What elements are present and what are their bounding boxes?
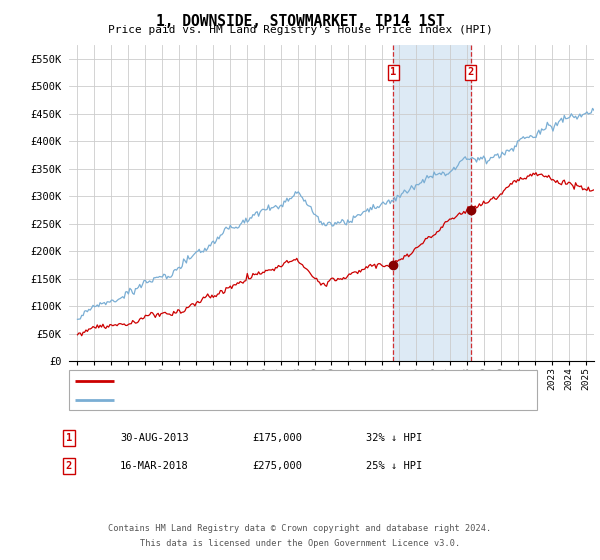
- Text: £275,000: £275,000: [252, 461, 302, 471]
- Text: Price paid vs. HM Land Registry's House Price Index (HPI): Price paid vs. HM Land Registry's House …: [107, 25, 493, 35]
- Text: 30-AUG-2013: 30-AUG-2013: [120, 433, 189, 443]
- Text: £175,000: £175,000: [252, 433, 302, 443]
- Text: 1: 1: [66, 433, 72, 443]
- Text: 1, DOWNSIDE, STOWMARKET, IP14 1ST (detached house): 1, DOWNSIDE, STOWMARKET, IP14 1ST (detac…: [120, 376, 420, 386]
- Text: 2: 2: [66, 461, 72, 471]
- Text: This data is licensed under the Open Government Licence v3.0.: This data is licensed under the Open Gov…: [140, 539, 460, 548]
- Text: 1: 1: [391, 67, 397, 77]
- Text: 32% ↓ HPI: 32% ↓ HPI: [366, 433, 422, 443]
- Text: 25% ↓ HPI: 25% ↓ HPI: [366, 461, 422, 471]
- Bar: [394, 45, 470, 361]
- Text: Contains HM Land Registry data © Crown copyright and database right 2024.: Contains HM Land Registry data © Crown c…: [109, 524, 491, 533]
- Text: HPI: Average price, detached house, Mid Suffolk: HPI: Average price, detached house, Mid …: [120, 395, 402, 405]
- Text: 1, DOWNSIDE, STOWMARKET, IP14 1ST: 1, DOWNSIDE, STOWMARKET, IP14 1ST: [155, 14, 445, 29]
- Text: 2: 2: [467, 67, 473, 77]
- Text: 16-MAR-2018: 16-MAR-2018: [120, 461, 189, 471]
